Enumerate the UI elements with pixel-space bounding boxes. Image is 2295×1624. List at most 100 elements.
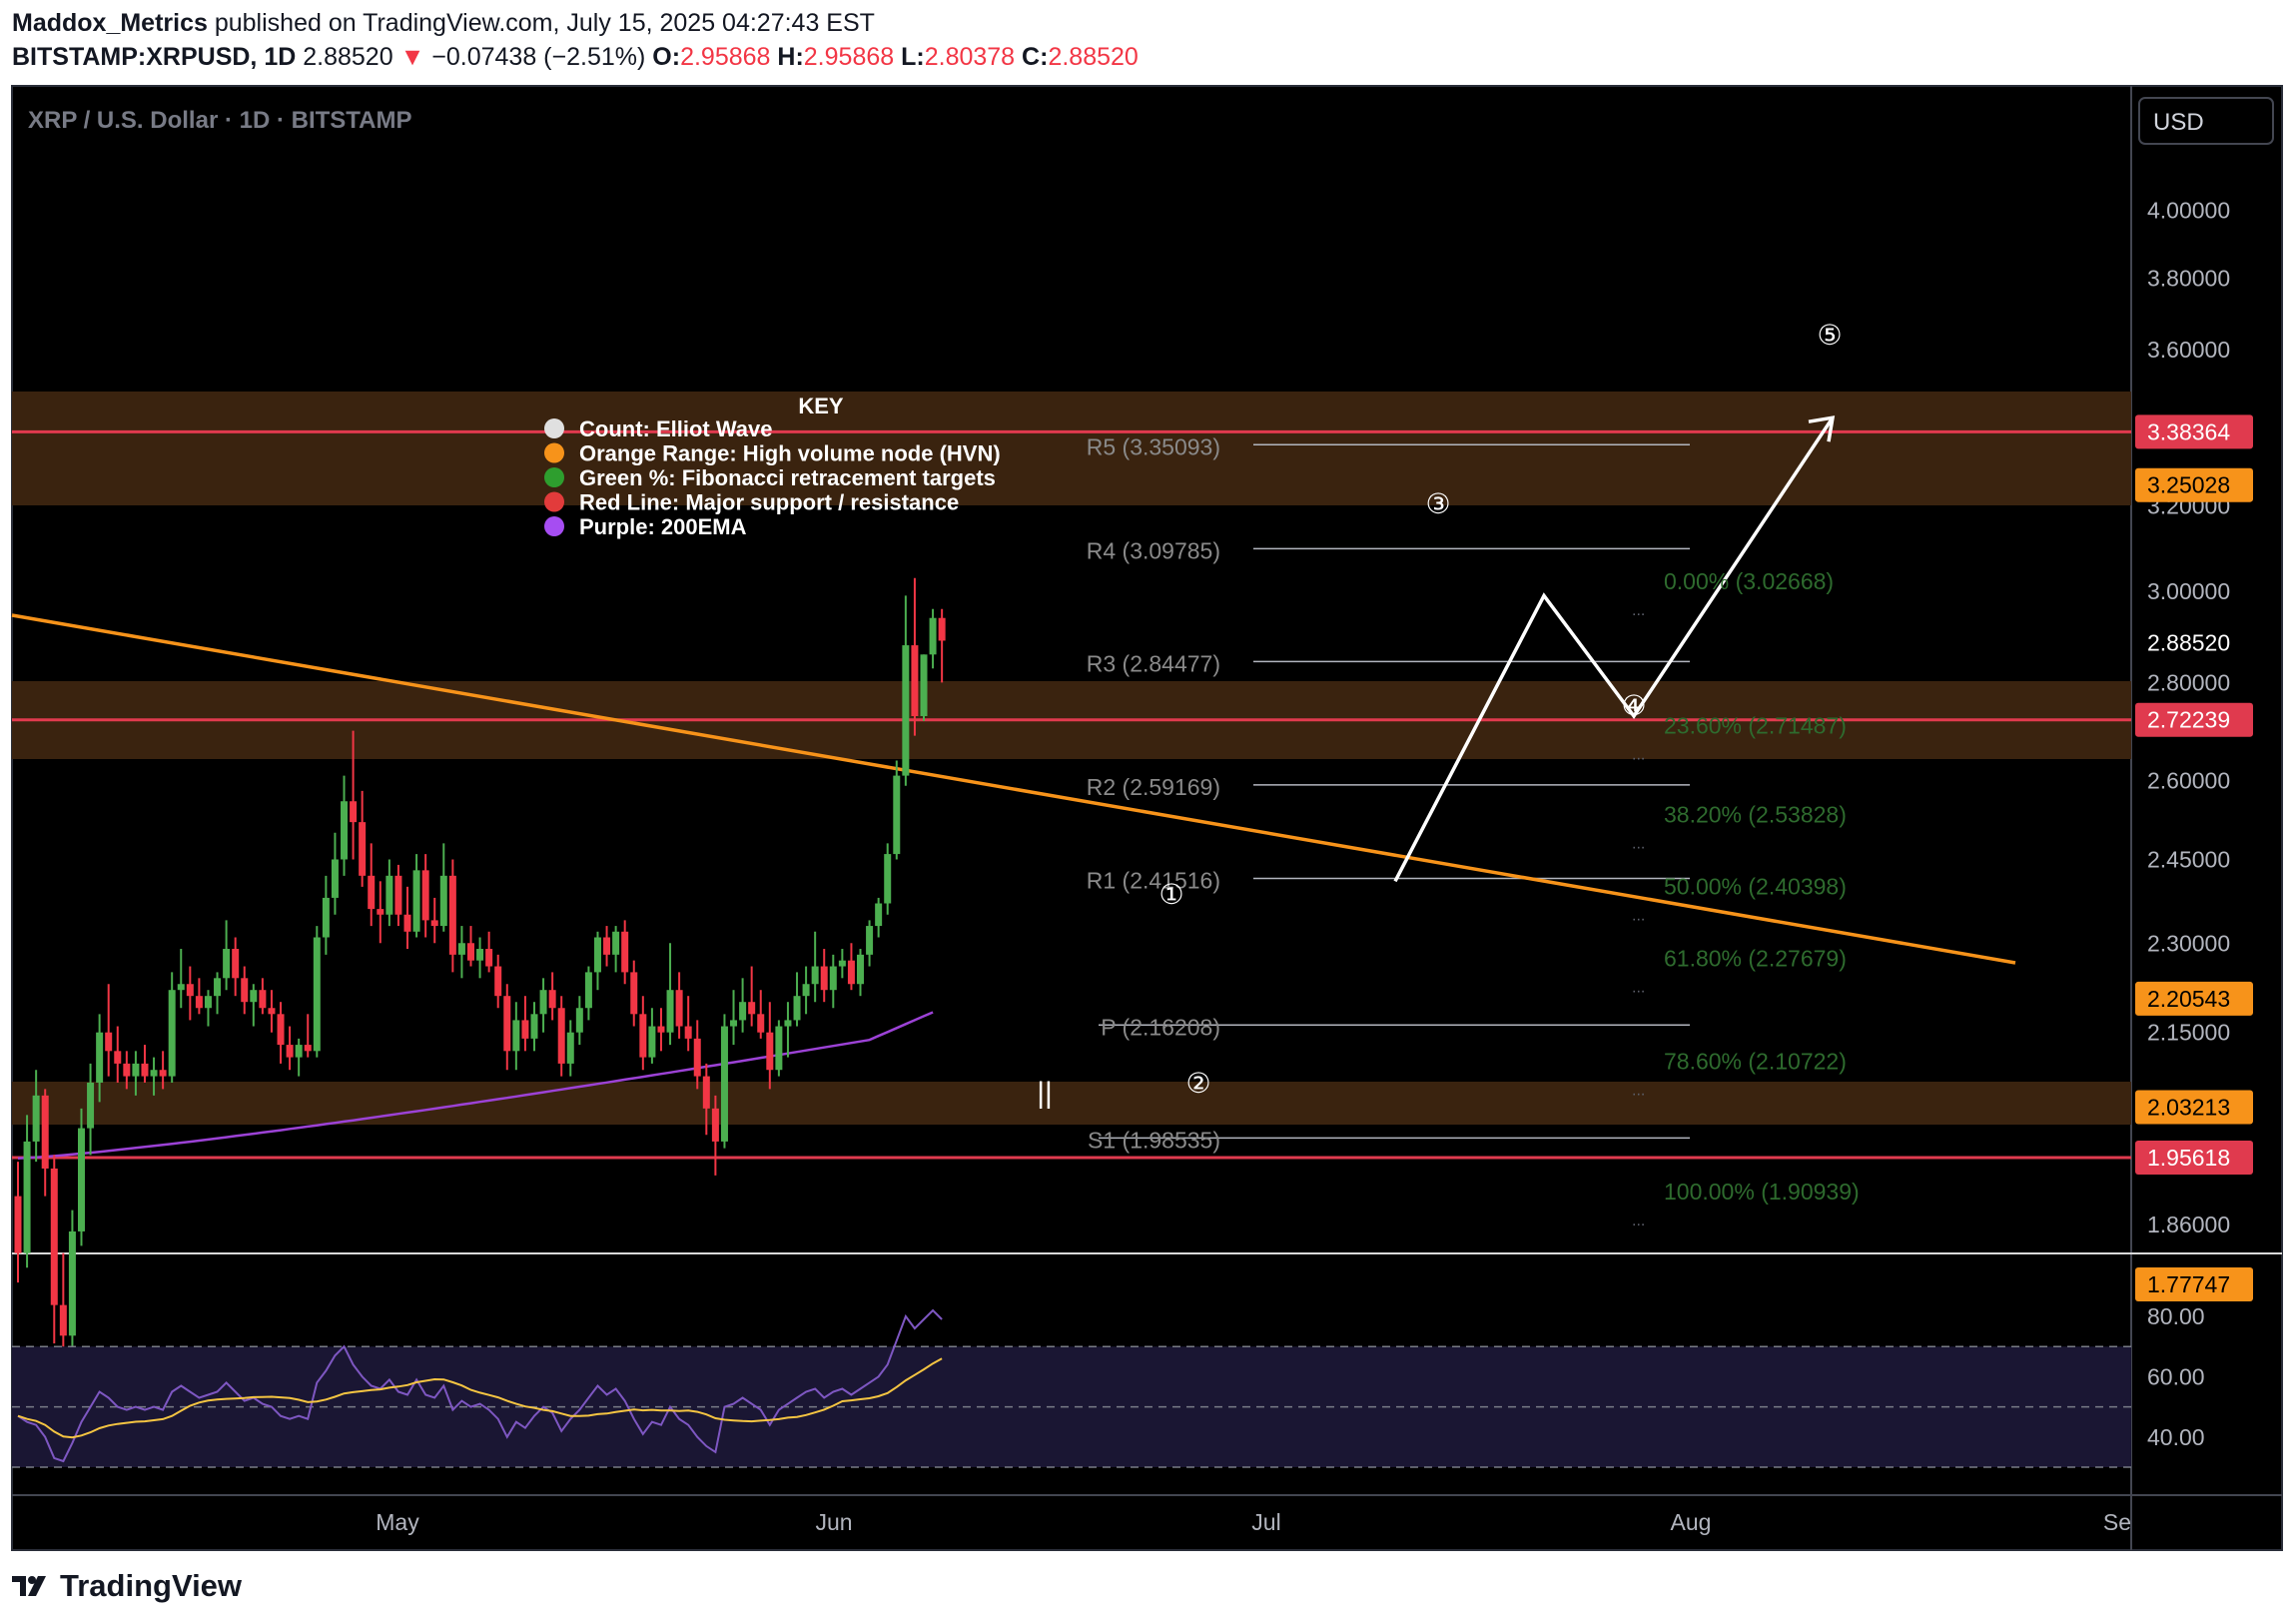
candle-body <box>457 943 465 955</box>
candle-body <box>548 990 556 1009</box>
key-dot <box>544 491 564 512</box>
time-tick: Se <box>2103 1509 2131 1535</box>
currency-button-label: USD <box>2153 109 2204 136</box>
fib-label: 100.00% (1.90939) <box>1664 1179 1860 1205</box>
candle-body <box>141 1063 149 1077</box>
currency-button[interactable] <box>2138 97 2274 145</box>
candle-body <box>403 914 411 932</box>
price-tag-label: 1.95618 <box>2147 1145 2230 1171</box>
price-tick: 2.45000 <box>2147 846 2230 872</box>
chart-background <box>11 85 2283 1551</box>
candle-body <box>938 617 946 641</box>
brand-name: TradingView <box>60 1568 243 1603</box>
candle-body <box>884 854 892 904</box>
low-label: L: <box>901 43 925 71</box>
candle-body <box>123 1063 131 1077</box>
candle-body <box>105 1032 113 1052</box>
candle-body <box>666 990 674 1033</box>
candle-body <box>829 966 837 991</box>
pivot-label: P (2.16208) <box>1101 1014 1220 1040</box>
candle-body <box>539 990 547 1015</box>
candle-body <box>820 966 828 991</box>
trendline <box>11 613 2016 965</box>
candle-body <box>295 1045 303 1058</box>
candle-body <box>268 1008 276 1015</box>
candle-body <box>757 1014 765 1033</box>
fib-label: 50.00% (2.40398) <box>1664 874 1847 900</box>
price-tag-label: 2.20543 <box>2147 986 2230 1012</box>
candle-body <box>748 1002 756 1015</box>
candle-body <box>902 645 910 776</box>
low-value: 2.80378 <box>924 43 1016 71</box>
price-tick: 3.00000 <box>2147 578 2230 604</box>
rsi-tick: 80.00 <box>2147 1303 2205 1329</box>
pivot-label: R3 (2.84477) <box>1087 650 1220 676</box>
candle-body <box>41 1095 49 1169</box>
pivot-label: R1 (2.41516) <box>1087 867 1220 893</box>
candle-body <box>14 1196 22 1253</box>
wave-label: ① <box>1158 878 1183 911</box>
hvn-zone <box>12 392 2131 505</box>
candle-body <box>304 1045 312 1052</box>
key-title: KEY <box>798 394 844 418</box>
publish-info: Maddox_Metrics published on TradingView.… <box>12 9 875 38</box>
fib-dots: ... <box>1632 1082 1645 1099</box>
publish-text: published on TradingView.com, July 15, 2… <box>214 9 875 37</box>
time-tick: Aug <box>1671 1509 1712 1535</box>
candle-body <box>512 1020 520 1052</box>
price-tag <box>2135 414 2253 449</box>
high-label: H: <box>777 43 804 71</box>
author-name[interactable]: Maddox_Metrics <box>12 9 208 37</box>
candle-body <box>603 937 611 955</box>
candle-body <box>503 996 511 1052</box>
candle-body <box>793 996 801 1021</box>
key-dot <box>544 467 564 487</box>
fib-dots: ... <box>1632 602 1645 619</box>
price-tag-label: 3.38364 <box>2147 418 2230 444</box>
hvn-zone <box>12 1082 2131 1125</box>
change-arrow-icon: ▼ <box>399 43 425 71</box>
fib-dots: ... <box>1632 836 1645 853</box>
price-tag-label: 2.88520 <box>2147 630 2230 656</box>
candle-body <box>702 1076 710 1109</box>
key-item: Orange Range: High volume node (HVN) <box>579 441 1001 466</box>
candle-body <box>448 875 456 955</box>
candle-body <box>412 870 420 932</box>
candle-body <box>802 984 810 997</box>
candle-body <box>675 990 683 1027</box>
wave-label: ② <box>1185 1067 1210 1100</box>
candle-body <box>485 949 493 967</box>
candle-body <box>359 822 367 876</box>
candle-body <box>639 1014 647 1058</box>
candle-body <box>385 875 393 915</box>
candle-body <box>476 949 484 961</box>
price-tag-label: 2.03213 <box>2147 1094 2230 1120</box>
candle-body <box>421 870 429 921</box>
candle-body <box>612 931 620 955</box>
rsi-ma-line <box>17 1357 943 1439</box>
level-lines <box>12 429 2131 1160</box>
close-value: 2.88520 <box>1048 43 1139 71</box>
candle-body <box>277 1014 285 1046</box>
candle-body <box>50 1168 58 1305</box>
fib-label: 78.60% (2.10722) <box>1664 1048 1847 1074</box>
pivot-label: S1 (1.98535) <box>1088 1127 1220 1153</box>
candle-body <box>739 1002 747 1021</box>
price-tag-label: 1.77747 <box>2147 1271 2230 1297</box>
chart-frame: XRP / U.S. Dollar · 1D · BITSTAMP USD <box>11 85 2283 1551</box>
tradingview-logo[interactable]: TradingView <box>12 1568 242 1604</box>
candle-body <box>430 920 438 927</box>
wave-label: ⑤ <box>1817 319 1842 352</box>
key-item: Green %: Fibonacci retracement targets <box>579 465 996 490</box>
symbol-label: BITSTAMP:XRPUSD, 1D <box>12 43 297 71</box>
candle-body <box>159 1070 167 1077</box>
price-tick: 2.30000 <box>2147 930 2230 956</box>
candle-body <box>467 943 474 961</box>
candle-body <box>730 1020 738 1027</box>
price-tick: 2.60000 <box>2147 768 2230 794</box>
price-tag <box>2135 1266 2253 1301</box>
fib-label: 61.80% (2.27679) <box>1664 946 1847 972</box>
candle-body <box>893 775 901 855</box>
